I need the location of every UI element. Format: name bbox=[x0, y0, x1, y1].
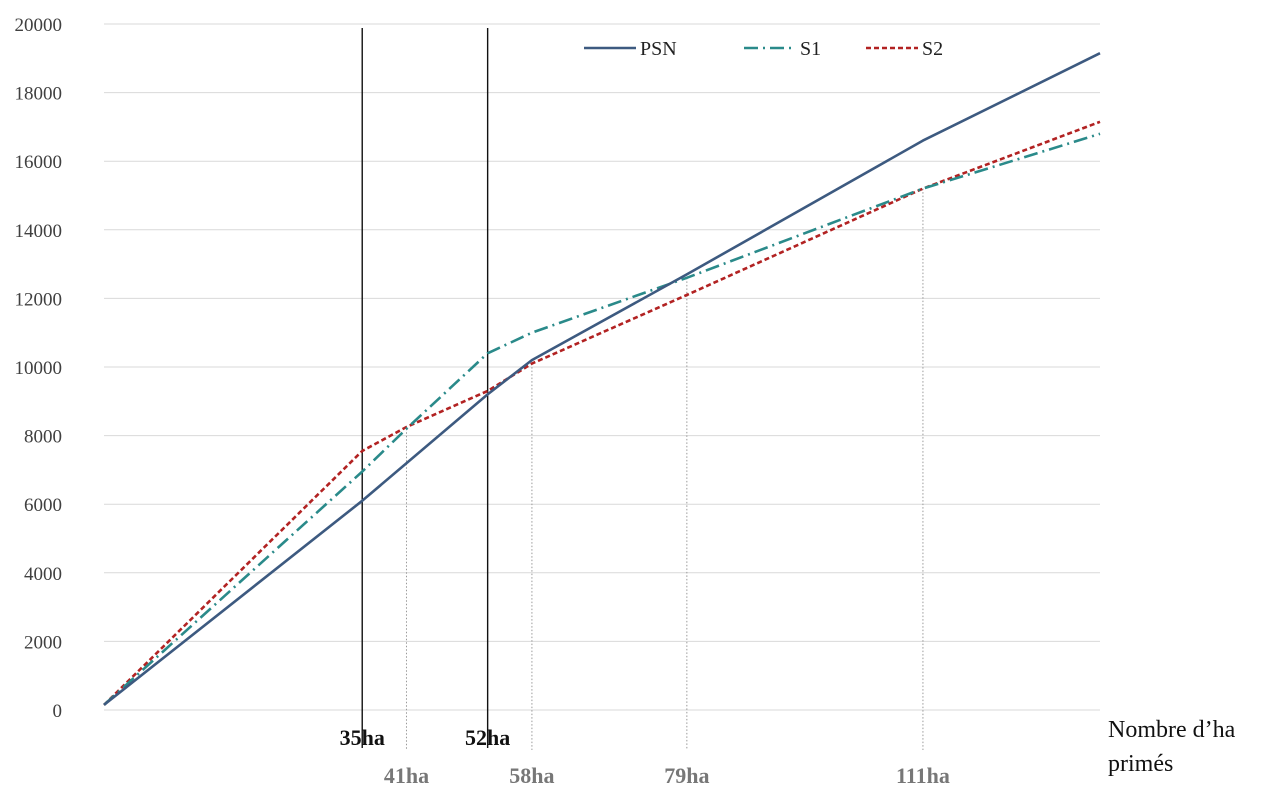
x-axis-label-line-1: Nombre d’ha bbox=[1108, 717, 1236, 743]
drop-label: 79ha bbox=[664, 763, 709, 788]
y-tick-label: 0 bbox=[53, 701, 63, 722]
y-tick-label: 20000 bbox=[15, 15, 63, 36]
legend-label: S2 bbox=[922, 38, 943, 60]
drop-label: 111ha bbox=[896, 763, 950, 788]
series-line-psn bbox=[103, 52, 1101, 706]
y-tick-label: 6000 bbox=[24, 495, 62, 516]
drop-label: 58ha bbox=[509, 763, 554, 788]
threshold-label: 35ha bbox=[340, 725, 385, 750]
y-tick-label: 16000 bbox=[15, 152, 63, 173]
y-tick-label: 18000 bbox=[15, 84, 63, 105]
y-tick-label: 2000 bbox=[24, 632, 62, 653]
y-tick-label: 8000 bbox=[24, 427, 62, 448]
y-axis-ticks: 0 2000 4000 6000 8000 10000 12000 14000 16000 180… bbox=[15, 15, 63, 722]
x-axis-label: Nombre d’ha primés bbox=[1108, 717, 1236, 777]
y-tick-label: 14000 bbox=[15, 221, 63, 242]
legend-label: PSN bbox=[640, 38, 677, 60]
threshold-label: 52ha bbox=[465, 725, 510, 750]
y-tick-label: 10000 bbox=[15, 358, 63, 379]
y-tick-label: 4000 bbox=[24, 564, 62, 585]
threshold-markers: 35ha 52ha 41ha 58ha 79ha 111ha bbox=[340, 28, 950, 788]
y-tick-label: 12000 bbox=[15, 289, 63, 310]
series-line-s2 bbox=[103, 120, 1101, 706]
series-lines bbox=[103, 52, 1101, 706]
drop-label: 41ha bbox=[384, 763, 429, 788]
x-axis-label-line-2: primés bbox=[1108, 751, 1173, 777]
legend-label: S1 bbox=[800, 38, 821, 60]
series-line-s1 bbox=[103, 132, 1101, 706]
legend: PSN S1 S2 bbox=[584, 38, 943, 60]
